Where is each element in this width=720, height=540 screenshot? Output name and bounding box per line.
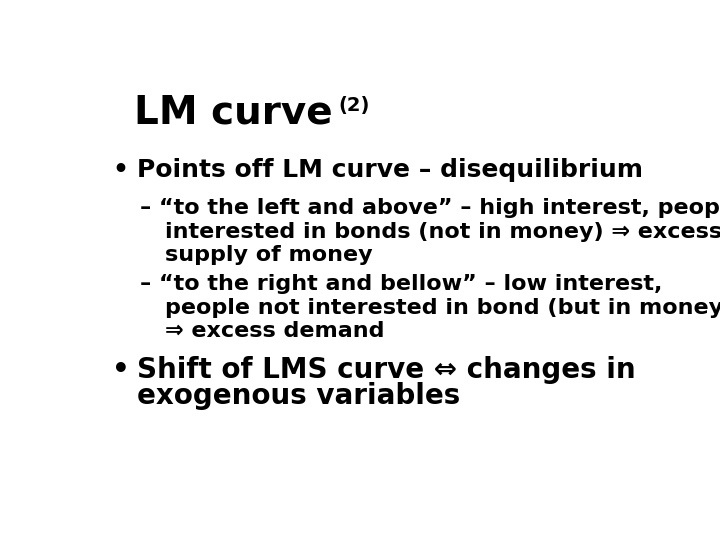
Text: Shift of LMS curve ⇔ changes in: Shift of LMS curve ⇔ changes in	[138, 356, 636, 384]
Text: – “to the right and bellow” – low interest,: – “to the right and bellow” – low intere…	[140, 274, 662, 294]
Text: Points off LM curve – disequilibrium: Points off LM curve – disequilibrium	[138, 158, 644, 183]
Text: (2): (2)	[338, 96, 369, 115]
Text: ⇒ excess demand: ⇒ excess demand	[166, 321, 384, 341]
Text: people not interested in bond (but in money): people not interested in bond (but in mo…	[166, 298, 720, 318]
Text: LM curve: LM curve	[134, 94, 333, 132]
Text: •: •	[112, 356, 130, 384]
Text: supply of money: supply of money	[166, 245, 373, 265]
Text: exogenous variables: exogenous variables	[138, 382, 461, 410]
Text: •: •	[112, 158, 128, 183]
Text: interested in bonds (not in money) ⇒ excess: interested in bonds (not in money) ⇒ exc…	[166, 221, 720, 241]
Text: – “to the left and above” – high interest, people: – “to the left and above” – high interes…	[140, 198, 720, 218]
